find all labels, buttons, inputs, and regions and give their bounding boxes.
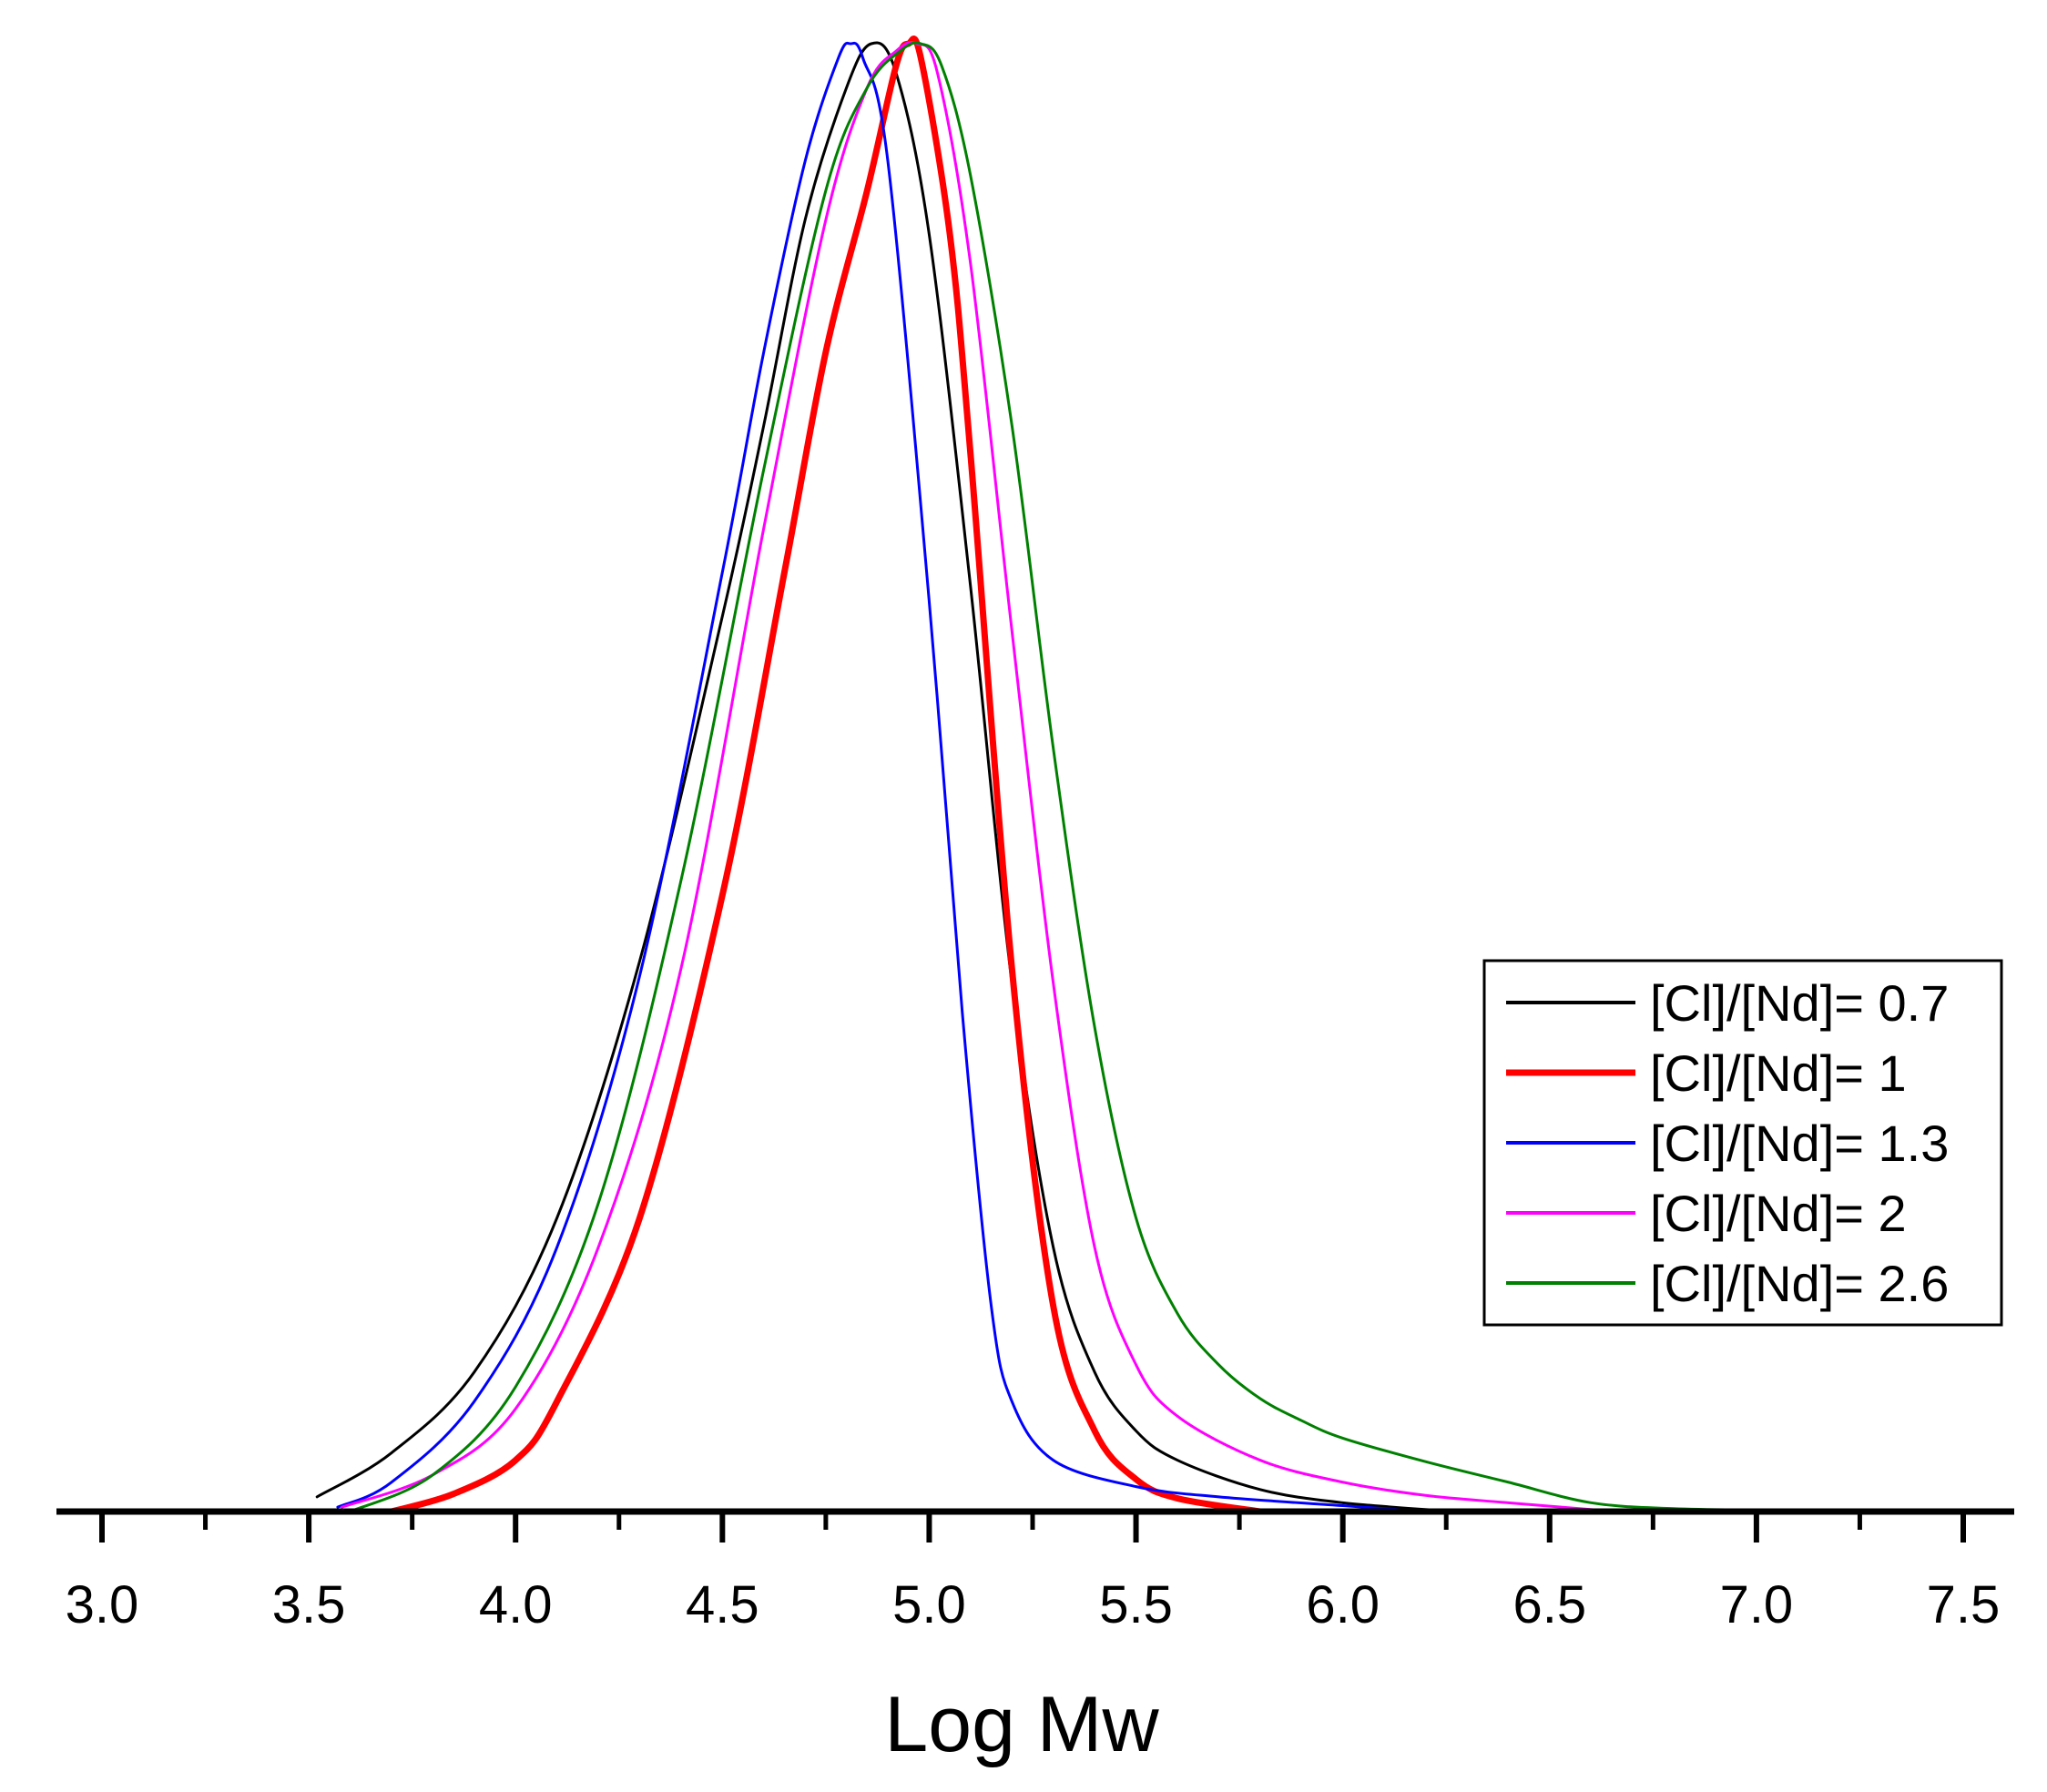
- legend-item: [Cl]/[Nd]= 1: [1506, 1044, 1907, 1102]
- x-tick-label: 5.0: [892, 1575, 966, 1634]
- series-line-3: [336, 41, 1428, 1513]
- series-group: [315, 35, 1758, 1515]
- x-tick-label: 7.0: [1720, 1575, 1794, 1634]
- legend-item: [Cl]/[Nd]= 2.6: [1506, 1255, 1949, 1312]
- x-tick-label: 3.0: [66, 1575, 139, 1634]
- series-line-1: [315, 41, 1456, 1513]
- series-line-5: [349, 41, 1758, 1513]
- x-tick-label: 3.5: [272, 1575, 346, 1634]
- x-axis-ticks: [99, 1512, 1966, 1543]
- x-axis-tick-labels: 3.0 3.5 4.0 4.5 5.0 5.5 6.0 6.5 7.0 7.5: [66, 1575, 2001, 1634]
- legend: [Cl]/[Nd]= 0.7 [Cl]/[Nd]= 1 [Cl]/[Nd]= 1.3…: [1482, 959, 2003, 1327]
- series-line-2: [388, 35, 1264, 1515]
- legend-label: [Cl]/[Nd]= 0.7: [1650, 974, 1949, 1032]
- x-tick-label: 5.5: [1099, 1575, 1173, 1634]
- legend-item: [Cl]/[Nd]= 2: [1506, 1185, 1907, 1242]
- legend-label: [Cl]/[Nd]= 1.3: [1650, 1115, 1949, 1172]
- legend-items: [Cl]/[Nd]= 0.7 [Cl]/[Nd]= 1 [Cl]/[Nd]= 1.3…: [1506, 974, 1949, 1312]
- legend-label: [Cl]/[Nd]= 2: [1650, 1185, 1907, 1242]
- x-axis-title: Log Mw: [884, 1681, 1159, 1768]
- x-tick-label: 6.0: [1306, 1575, 1380, 1634]
- legend-label: [Cl]/[Nd]= 1: [1650, 1044, 1907, 1102]
- x-tick-label: 7.5: [1927, 1575, 2001, 1634]
- legend-label: [Cl]/[Nd]= 2.6: [1650, 1255, 1949, 1312]
- x-tick-label: 4.0: [479, 1575, 553, 1634]
- legend-item: [Cl]/[Nd]= 0.7: [1506, 974, 1949, 1032]
- series-line-4: [340, 40, 1617, 1513]
- legend-item: [Cl]/[Nd]= 1.3: [1506, 1115, 1949, 1172]
- x-tick-label: 6.5: [1512, 1575, 1586, 1634]
- x-tick-label: 4.5: [686, 1575, 759, 1634]
